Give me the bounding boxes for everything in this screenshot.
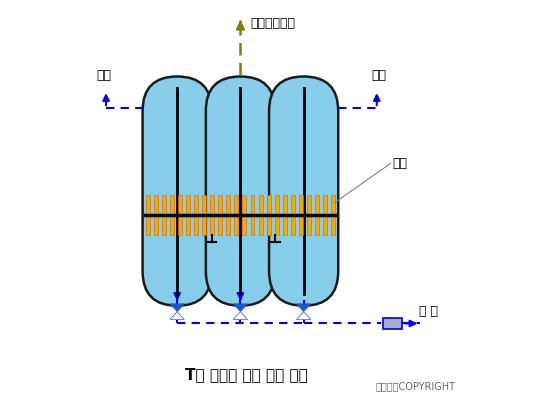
Bar <box>315 195 319 215</box>
Bar <box>226 215 230 234</box>
Bar <box>210 195 214 215</box>
Polygon shape <box>170 304 184 312</box>
Bar <box>307 215 311 234</box>
Text: 剩余污泥排放: 剩余污泥排放 <box>250 17 295 29</box>
Bar <box>186 195 190 215</box>
Bar <box>235 195 238 215</box>
Bar <box>283 195 287 215</box>
Bar <box>315 215 319 234</box>
Bar <box>291 215 295 234</box>
Bar <box>194 215 198 234</box>
Bar <box>275 195 278 215</box>
Bar <box>242 195 247 215</box>
Bar <box>202 215 206 234</box>
Bar <box>250 195 254 215</box>
Polygon shape <box>296 304 311 312</box>
Bar <box>146 195 150 215</box>
Text: 东方仿真COPYRIGHT: 东方仿真COPYRIGHT <box>376 380 456 391</box>
Polygon shape <box>233 312 248 320</box>
Bar <box>235 215 238 234</box>
Bar <box>146 215 150 234</box>
Bar <box>291 195 295 215</box>
Bar <box>275 215 278 234</box>
Bar <box>170 195 174 215</box>
Text: T型 氧化沟 系统 工艺 流程: T型 氧化沟 系统 工艺 流程 <box>185 367 308 382</box>
FancyBboxPatch shape <box>206 76 275 306</box>
Polygon shape <box>296 312 311 320</box>
Text: 进 水: 进 水 <box>419 305 438 318</box>
Text: 出水: 出水 <box>371 69 386 82</box>
FancyBboxPatch shape <box>142 76 212 306</box>
Polygon shape <box>170 312 184 320</box>
Bar <box>170 215 174 234</box>
Bar <box>259 215 262 234</box>
Bar <box>267 195 271 215</box>
Bar <box>218 215 222 234</box>
Text: 出水: 出水 <box>96 69 112 82</box>
Bar <box>307 195 311 215</box>
Bar <box>299 195 303 215</box>
Bar <box>242 215 247 234</box>
Bar <box>226 195 230 215</box>
Bar <box>259 195 262 215</box>
Bar <box>186 215 190 234</box>
Bar <box>283 215 287 234</box>
Bar <box>210 215 214 234</box>
Polygon shape <box>233 304 248 312</box>
Bar <box>331 215 335 234</box>
Bar <box>162 215 166 234</box>
Bar <box>178 195 182 215</box>
FancyBboxPatch shape <box>269 76 338 306</box>
Bar <box>218 195 222 215</box>
Bar <box>383 318 402 329</box>
Text: 转刷: 转刷 <box>392 157 408 170</box>
Bar <box>162 195 166 215</box>
Bar <box>194 195 198 215</box>
Bar <box>267 215 271 234</box>
Bar <box>154 215 158 234</box>
Bar <box>299 215 303 234</box>
Bar <box>178 215 182 234</box>
Bar <box>331 195 335 215</box>
Bar <box>323 195 327 215</box>
Bar <box>250 215 254 234</box>
Bar <box>202 195 206 215</box>
Bar <box>154 195 158 215</box>
Bar <box>323 215 327 234</box>
